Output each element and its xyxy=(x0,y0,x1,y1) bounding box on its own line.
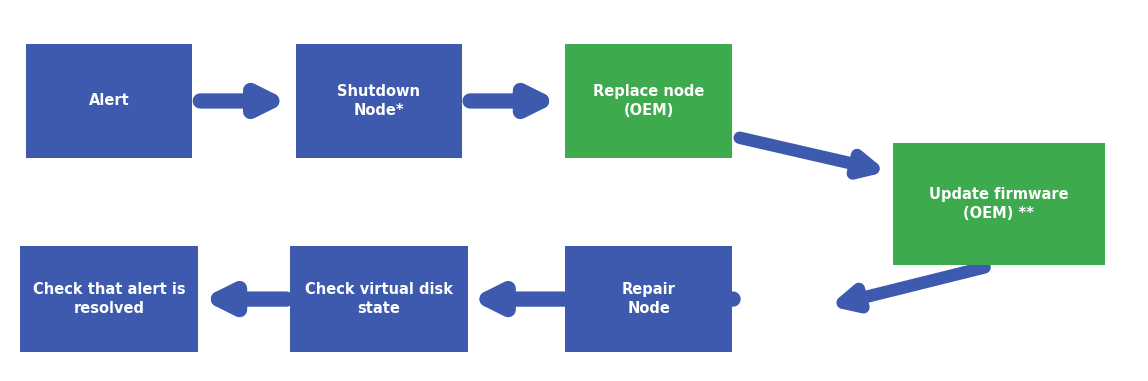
FancyBboxPatch shape xyxy=(565,44,732,158)
Text: Check that alert is
resolved: Check that alert is resolved xyxy=(33,282,185,316)
FancyBboxPatch shape xyxy=(565,246,732,352)
Text: Update firmware
(OEM) **: Update firmware (OEM) ** xyxy=(929,187,1069,221)
FancyBboxPatch shape xyxy=(289,246,468,352)
Text: Shutdown
Node*: Shutdown Node* xyxy=(338,84,420,118)
Text: Repair
Node: Repair Node xyxy=(622,282,675,316)
FancyBboxPatch shape xyxy=(26,44,192,158)
FancyBboxPatch shape xyxy=(893,143,1104,265)
Text: Check virtual disk
state: Check virtual disk state xyxy=(305,282,452,316)
Text: Replace node
(OEM): Replace node (OEM) xyxy=(592,84,705,118)
Text: Alert: Alert xyxy=(88,93,130,109)
FancyBboxPatch shape xyxy=(21,246,197,352)
FancyBboxPatch shape xyxy=(296,44,461,158)
